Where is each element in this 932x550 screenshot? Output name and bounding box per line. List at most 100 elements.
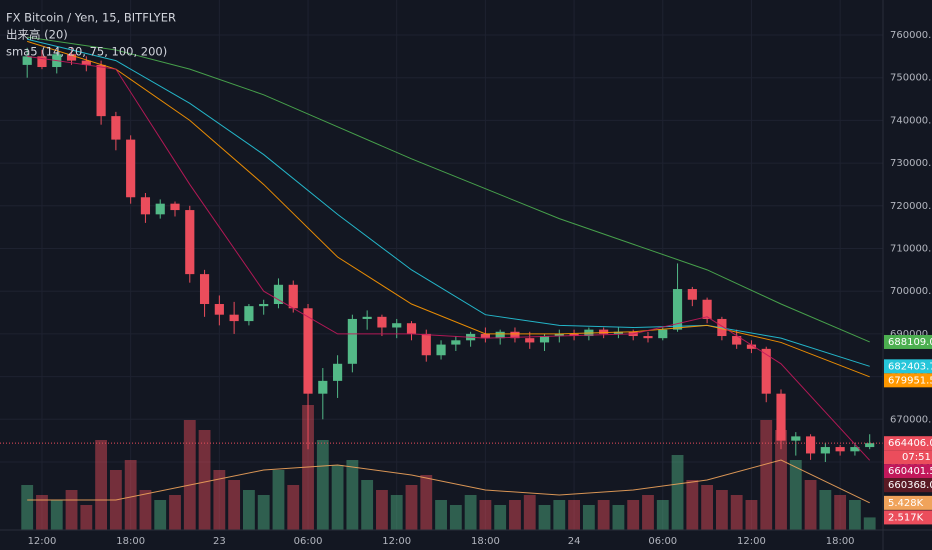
volume-bar (346, 460, 359, 530)
candle-body (732, 336, 742, 345)
candle-body (702, 299, 712, 319)
candle-body (791, 436, 801, 441)
candle-body (421, 333, 431, 356)
chart-title: FX Bitcoin / Yen, 15, BITFLYER (6, 11, 176, 25)
candle-body (96, 64, 106, 117)
x-tick-label: 12:00 (382, 536, 411, 547)
volume-bar (154, 500, 167, 530)
volume-bar (701, 485, 714, 530)
price-label-box (884, 478, 932, 493)
x-tick-label: 18:00 (826, 536, 855, 547)
candle-body (451, 340, 461, 345)
candle-body (569, 333, 579, 337)
moving-average (27, 36, 870, 343)
volume-bar (479, 500, 492, 530)
x-tick-label: 18:00 (471, 536, 500, 547)
volume-bar (435, 500, 447, 530)
y-tick-label: 720000.00 (890, 201, 932, 212)
axes: 12:00 18:00 23 06:00 12:00 18:00 24 06:00 12:00 1… (28, 30, 932, 547)
volume-bar (287, 485, 300, 530)
candle-body (199, 274, 210, 305)
volume-bar (568, 500, 580, 530)
candle-body (539, 336, 550, 343)
moving-average (27, 40, 870, 378)
volume-bar (420, 475, 433, 530)
volume-bar (789, 460, 802, 530)
candle-body (495, 331, 505, 339)
candle-body (347, 318, 357, 364)
volume-bar (509, 500, 521, 530)
volume-bar (612, 505, 625, 530)
volume-bar (834, 495, 847, 530)
candle-body (510, 331, 520, 339)
candle-body (480, 333, 490, 339)
volume-bar (139, 490, 152, 530)
moving-average (27, 55, 871, 461)
y-tick-label: 740000.00 (890, 115, 932, 126)
candle-body (805, 436, 816, 454)
volume-bar (124, 460, 137, 530)
volume-bar (464, 495, 477, 530)
volume-bar (671, 455, 684, 530)
x-tick-label: 06:00 (648, 536, 677, 547)
candle-body (273, 284, 284, 305)
candle-body (599, 329, 609, 334)
volume-bar (582, 505, 595, 530)
volume-bar (95, 440, 108, 530)
x-tick-label: 23 (213, 536, 226, 547)
candle-body (687, 289, 697, 300)
volume-label: 5.428K (888, 498, 924, 509)
candle-body (406, 323, 417, 334)
price-label: 664406.00 (888, 438, 932, 449)
price-label-box (884, 334, 932, 349)
price-label-box (884, 373, 932, 388)
volume-bar (331, 465, 344, 530)
candle-body (259, 304, 269, 307)
volume-bar (597, 500, 610, 530)
candle-body (643, 336, 653, 339)
volume-label: 2.517K (888, 512, 924, 523)
price-label-box (884, 464, 932, 479)
candle-body (140, 197, 151, 215)
candle-body (111, 116, 121, 140)
volume-bar (65, 490, 78, 530)
candle-body (318, 380, 328, 394)
volume-bar (50, 500, 63, 530)
price-label-box (884, 436, 932, 451)
x-tick-label: 12:00 (737, 536, 766, 547)
volume-bar (183, 420, 196, 530)
volume-bar (257, 495, 270, 530)
volume-pane (21, 405, 876, 530)
y-tick-label: 670000.00 (890, 414, 932, 425)
volume-bar (169, 495, 181, 530)
price-label: 688109.03 (888, 337, 932, 348)
countdown-box (884, 450, 932, 465)
candle-body (761, 348, 771, 394)
candle-body (850, 447, 860, 452)
volume-bar (242, 490, 255, 530)
candle-body (81, 60, 91, 65)
candle-body (362, 316, 372, 319)
candle-body (658, 329, 668, 339)
volume-bar (36, 495, 48, 530)
candle-body (820, 447, 830, 454)
candle-body (835, 447, 845, 452)
volume-bar (715, 490, 728, 530)
candle-body (66, 54, 77, 61)
volume-bar (538, 505, 551, 530)
y-tick-label: 710000.00 (890, 244, 932, 255)
volume-bar (863, 517, 876, 530)
volume-bar (553, 500, 566, 530)
volume-bar (627, 500, 640, 530)
volume-bar (316, 440, 329, 530)
moving-average (27, 459, 870, 504)
candle-body (288, 284, 298, 309)
price-label: 679951.59 (888, 375, 932, 386)
volume-bar (198, 430, 211, 530)
volume-bar (642, 495, 654, 530)
volume-bar (80, 505, 93, 530)
candle-body (333, 363, 343, 381)
grid (0, 0, 883, 530)
x-tick-label: 06:00 (294, 536, 323, 547)
